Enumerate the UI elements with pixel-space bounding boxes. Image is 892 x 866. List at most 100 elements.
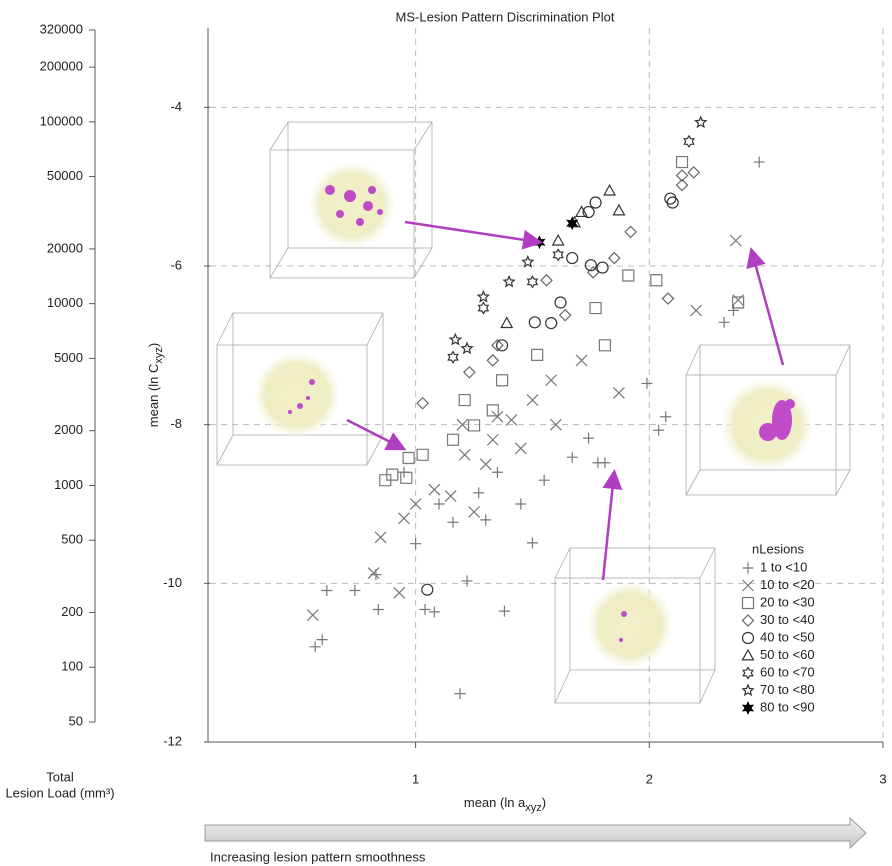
point xyxy=(696,117,707,127)
point xyxy=(599,457,610,468)
point xyxy=(403,452,414,463)
y2-tick-label: 100000 xyxy=(40,113,83,128)
point xyxy=(410,499,421,510)
chart: MS-Lesion Pattern Discrimination Plot -1… xyxy=(0,0,892,866)
legend-marker xyxy=(743,598,754,609)
legend-marker xyxy=(743,580,754,591)
point xyxy=(583,433,594,444)
point xyxy=(487,355,498,366)
series xyxy=(535,218,577,248)
point xyxy=(450,334,461,344)
point xyxy=(469,420,480,431)
y2-tick-label: 50 xyxy=(69,713,83,728)
point xyxy=(515,499,526,510)
point xyxy=(567,452,578,463)
point xyxy=(641,378,652,389)
point xyxy=(459,395,470,406)
x-tick-label: 2 xyxy=(646,771,653,786)
point xyxy=(651,275,662,286)
point xyxy=(487,434,498,445)
point xyxy=(691,305,702,316)
point xyxy=(684,136,694,147)
series xyxy=(307,235,743,620)
point xyxy=(448,517,459,528)
point xyxy=(663,293,674,304)
y2-tick-label: 320000 xyxy=(40,21,83,36)
legend-label: 60 to <70 xyxy=(760,664,815,679)
point xyxy=(492,411,503,422)
point xyxy=(576,355,587,366)
legend-marker xyxy=(743,650,754,660)
legend-title: nLesions xyxy=(752,541,805,556)
footer: Increasing lesion pattern smoothness xyxy=(210,849,426,864)
point xyxy=(429,484,440,495)
point xyxy=(532,349,543,360)
point xyxy=(665,193,676,204)
point xyxy=(546,375,557,386)
legend-label: 70 to <80 xyxy=(760,682,815,697)
y-tick-label: -4 xyxy=(170,99,182,114)
point xyxy=(410,538,421,549)
point xyxy=(667,197,678,208)
y2-label: Total xyxy=(46,769,74,784)
point xyxy=(497,375,508,386)
point xyxy=(480,459,491,470)
point xyxy=(560,310,571,321)
series xyxy=(417,167,699,409)
point xyxy=(419,604,430,615)
point xyxy=(527,395,538,406)
point xyxy=(501,318,512,328)
point xyxy=(401,472,412,483)
point xyxy=(398,513,409,524)
legend-label: 20 to <30 xyxy=(760,594,815,609)
point xyxy=(553,249,563,260)
point xyxy=(553,235,564,245)
legend-label: 1 to <10 xyxy=(760,559,807,574)
point xyxy=(478,291,488,301)
point xyxy=(480,514,491,525)
point xyxy=(417,449,428,460)
inset-1 xyxy=(270,122,432,278)
y-tick-label: -12 xyxy=(163,733,182,748)
point xyxy=(455,688,466,699)
legend-label: 50 to <60 xyxy=(760,647,815,662)
y2-tick-label: 1000 xyxy=(54,477,83,492)
point xyxy=(527,537,538,548)
legend-marker xyxy=(743,703,753,714)
point xyxy=(599,340,610,351)
point xyxy=(462,343,473,353)
point xyxy=(373,604,384,615)
point xyxy=(317,634,328,645)
point xyxy=(492,467,503,478)
point xyxy=(653,425,664,436)
point xyxy=(546,318,557,329)
y2-tick-label: 10000 xyxy=(47,295,83,310)
inset-3 xyxy=(686,345,850,495)
point xyxy=(429,606,440,617)
point xyxy=(504,276,514,286)
legend-label: 40 to <50 xyxy=(760,629,815,644)
point xyxy=(529,317,540,328)
point xyxy=(660,411,671,422)
arrows xyxy=(347,222,783,580)
point xyxy=(733,295,744,306)
series xyxy=(380,157,744,486)
y2-tick-label: 50000 xyxy=(47,168,83,183)
legend-marker xyxy=(743,615,754,626)
inset-2 xyxy=(217,313,383,465)
point xyxy=(541,275,552,286)
point xyxy=(368,568,379,579)
point xyxy=(567,253,578,264)
point xyxy=(623,270,634,281)
point xyxy=(604,185,615,195)
point xyxy=(473,487,484,498)
point xyxy=(613,205,624,215)
x-tick-label: 3 xyxy=(879,771,886,786)
point xyxy=(375,532,386,543)
point xyxy=(555,297,566,308)
point xyxy=(523,257,533,267)
point xyxy=(609,253,620,264)
point xyxy=(613,387,624,398)
point xyxy=(479,303,489,314)
